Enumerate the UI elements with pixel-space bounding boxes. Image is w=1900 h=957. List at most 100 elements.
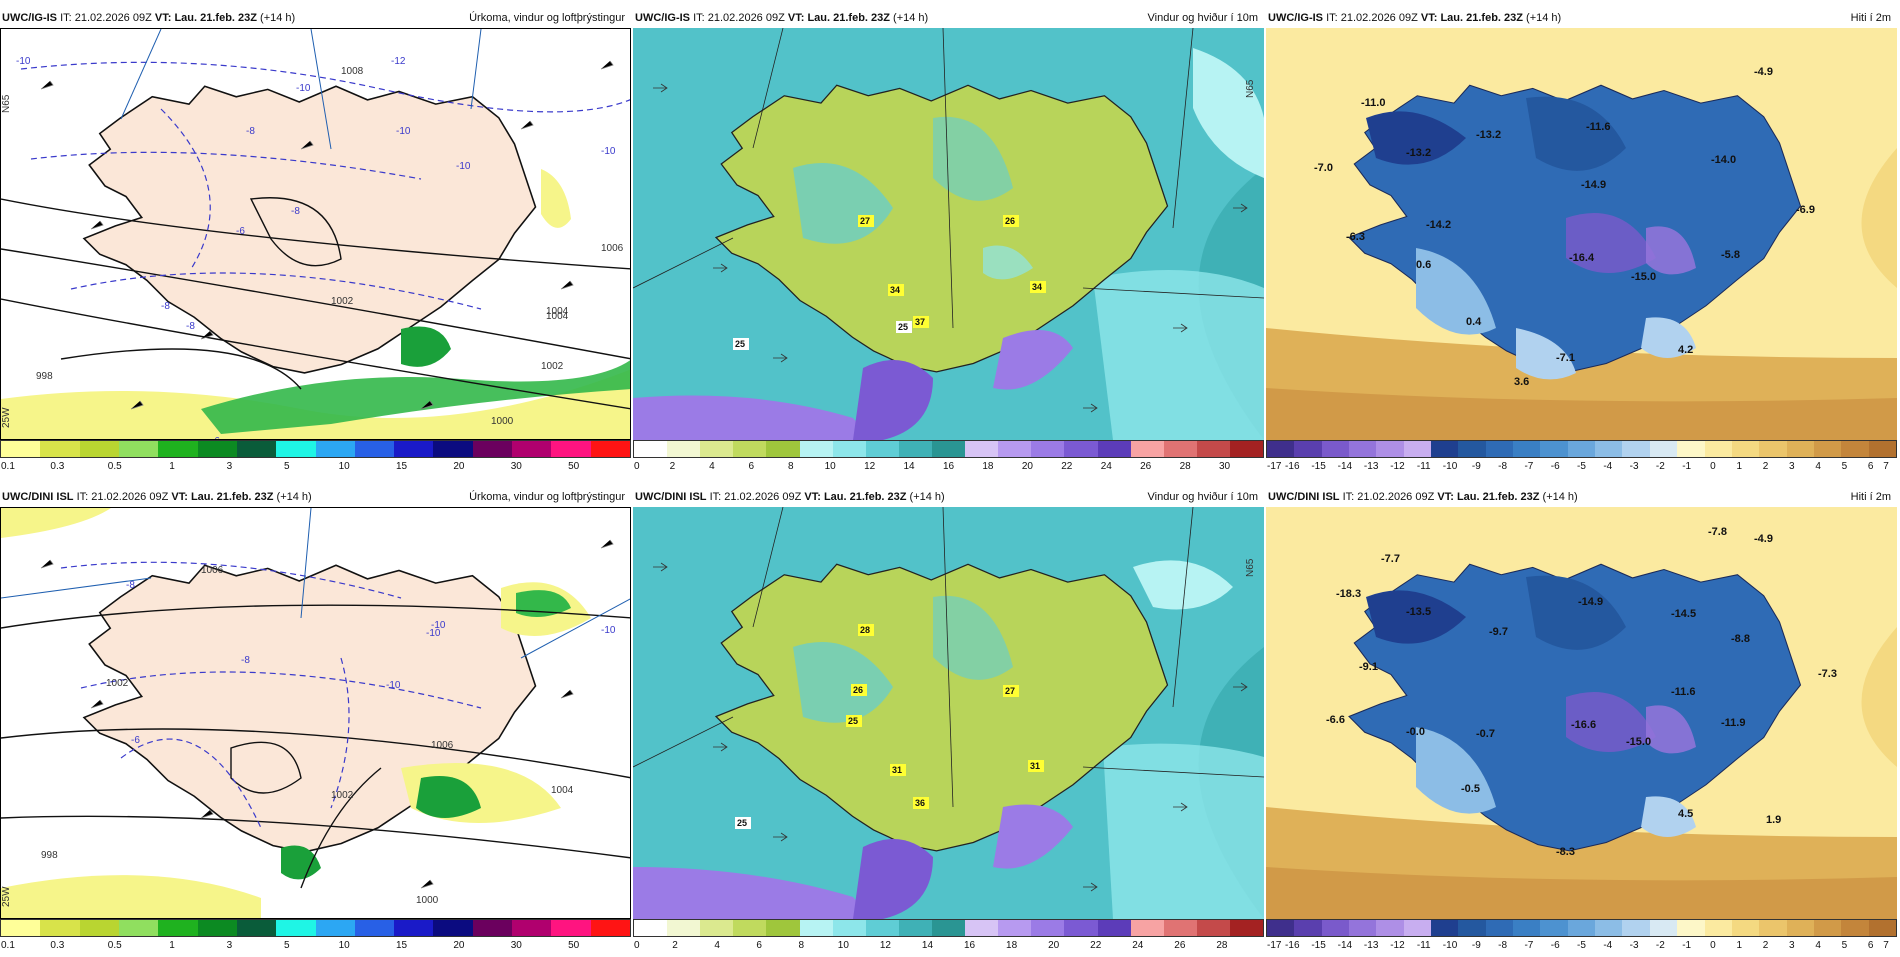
colorbar-swatch [1704,441,1732,457]
colorbar-swatch [1622,920,1650,936]
temp-label: -0.0 [1406,726,1425,738]
map-label: -10 [601,625,616,636]
colorbar-swatch [1841,441,1869,457]
colorbar-tick: 18 [982,461,994,472]
colorbar-swatch [998,441,1032,457]
map-label: -8 [241,655,250,666]
map-label: -10 [601,146,616,157]
gust-label: 34 [1032,282,1042,292]
colorbar-tick: -7 [1524,940,1534,951]
colorbar-swatches [1266,440,1897,458]
colorbar-ticks: 0 2 4 6 8 10 12 14 16 18 20 22 24 26 28 30 [633,461,1264,475]
map-label: 1004 [551,785,574,796]
map-label: -6 [211,436,220,440]
temp-label: -16.6 [1571,719,1596,731]
colorbar-swatch [236,920,277,936]
colorbar-swatch [433,441,473,457]
panel-header: UWC/IG-IS IT: 21.02.2026 09Z VT: Lau. 21… [2,12,625,24]
lat-label: N65 [1,94,12,113]
colorbar-tick: -13 [1363,940,1379,951]
map-label: -8 [126,580,135,591]
colorbar-swatch [700,920,734,936]
colorbar-tick: 20 [453,940,465,951]
map-label: 1004 [546,311,569,322]
temp-label: -14.9 [1578,596,1603,608]
colorbar-tick: -11 [1416,461,1431,472]
gust-label: 26 [1005,216,1015,226]
colorbar-tick: -17 [1267,940,1282,951]
map-label: 1002 [541,361,564,372]
colorbar-swatch [1097,920,1131,936]
map-label: 1002 [331,296,354,307]
colorbar-tick: 0 [1710,461,1716,472]
temp-label: 4.2 [1678,344,1693,356]
colorbar-swatch [931,441,966,457]
gust-label: 27 [1005,686,1015,696]
colorbar-swatch [1595,920,1623,936]
map-label: 998 [41,850,58,861]
colorbar: 0.1 0.3 0.5 1 3 5 10 15 20 30 50 [0,440,631,478]
colorbar-swatch [40,920,80,936]
temp-label: -13.2 [1406,147,1431,159]
panel-dini-wind: UWC/DINI ISL IT: 21.02.2026 09Z VT: Lau.… [633,487,1264,957]
colorbar: 0 2 4 6 8 10 12 14 16 18 20 22 24 26 28 [633,919,1264,957]
map-label: -12 [391,56,406,67]
colorbar-swatch [315,441,355,457]
colorbar-tick: 14 [921,940,934,951]
temp-labels: -4.9 -11.0 -13.2 -11.6 -13.2 -7.0 -14.9 … [1314,66,1815,388]
colorbar-tick: -1 [1682,461,1692,472]
map-label: -6 [236,226,245,237]
colorbar-swatch [433,920,473,936]
temp-label: -7.8 [1708,526,1727,538]
lat-label: N65 [1245,79,1256,98]
colorbar-swatch [79,920,119,936]
map-wind: 28 26 25 27 31 31 36 25 N65 [633,507,1264,919]
colorbar-swatch [551,441,591,457]
temp-label: -15.0 [1631,271,1656,283]
temp-label: -0.7 [1476,728,1495,740]
colorbar-tick: 50 [568,940,580,951]
colorbar-tick: 22 [1061,461,1073,472]
colorbar-swatch [1294,920,1322,936]
field-title: Hiti í 2m [1850,491,1891,503]
colorbar-tick: 15 [395,940,408,951]
colorbar-tick: 4 [1815,940,1821,951]
colorbar-tick: 28 [1179,461,1191,472]
colorbar-swatch [472,441,513,457]
colorbar-swatch [667,920,701,936]
map-label: 1000 [491,416,514,427]
colorbar-swatch [472,920,513,936]
temp-label: -7.1 [1556,352,1575,364]
colorbar-swatch [1163,441,1197,457]
colorbar-tick: 6 [1867,940,1874,951]
temp-label: 0.4 [1466,316,1482,328]
colorbar-tick: -8 [1498,940,1508,951]
colorbar-tick: 1 [1736,461,1743,472]
colorbar-tick: -17 [1267,461,1282,472]
map-label: 1002 [106,678,129,689]
panel-header: UWC/DINI ISL IT: 21.02.2026 09Z VT: Lau.… [2,491,625,503]
temp-label: -15.0 [1626,736,1651,748]
colorbar-swatch [898,441,932,457]
colorbar-swatch [1540,920,1568,936]
colorbar-swatch [1321,441,1350,457]
colorbar-swatch [1294,441,1322,457]
colorbar-tick: -11 [1416,940,1431,951]
colorbar-tick: 26 [1140,461,1152,472]
colorbar-tick: -12 [1390,461,1405,472]
colorbar-swatch [1097,441,1131,457]
colorbar-swatch [1458,441,1486,457]
colorbar-tick: -16 [1285,940,1300,951]
colorbar-swatch [1649,920,1678,936]
field-title: Úrkoma, vindur og loftþrýstingur [469,12,625,24]
colorbar-tick: 16 [942,461,955,472]
colorbar-swatch [118,920,159,936]
colorbar-tick: -3 [1629,940,1639,951]
map-label: 1004 [546,306,569,317]
colorbar-tick: 24 [1132,940,1144,951]
colorbar-tick: 5 [284,940,290,951]
colorbar-tick: 7 [1883,461,1889,472]
colorbar-tick: -2 [1655,940,1665,951]
field-title: Vindur og hviður í 10m [1147,12,1258,24]
map-label: -8 [291,206,300,217]
